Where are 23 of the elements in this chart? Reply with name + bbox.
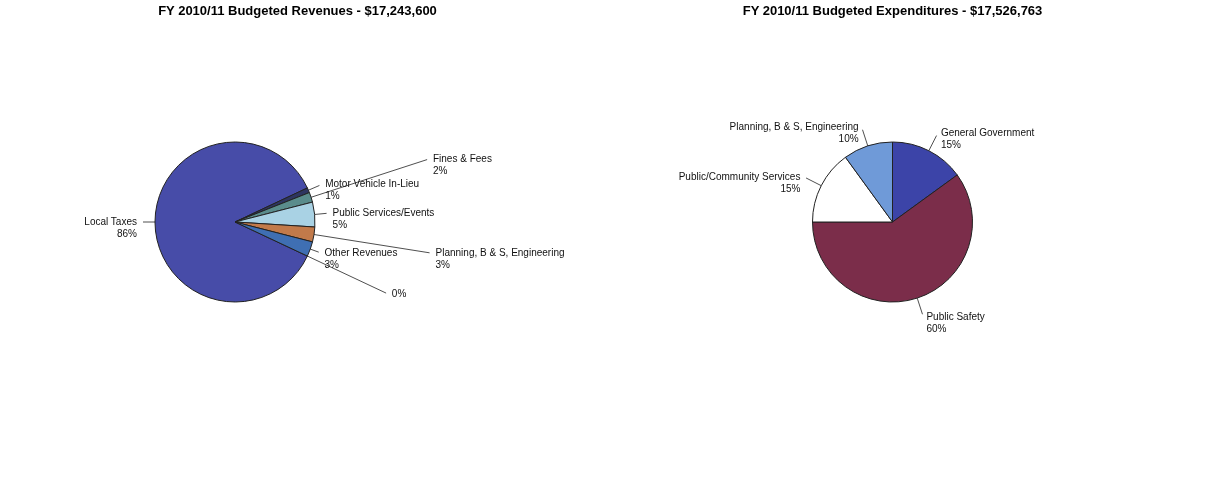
- data-label: 3%: [324, 259, 340, 271]
- slice-label: Local Taxes: [84, 216, 137, 227]
- slice-label: Motor Vehicle In-Lieu: [325, 178, 420, 190]
- data-label: 5%: [332, 219, 348, 231]
- slice-label: Public/Community Services: [678, 170, 801, 182]
- slice-label: Planning, B & S, Engineering: [729, 120, 859, 132]
- data-label: 60%: [926, 323, 947, 335]
- slice-label: General Government: [940, 126, 1035, 138]
- slice-label: Public Services/Events: [332, 207, 435, 219]
- data-label: 3%: [435, 259, 451, 271]
- slice-label: Fines & Fees: [432, 152, 492, 164]
- data-label: 15%: [780, 182, 801, 194]
- data-label: 86%: [116, 228, 138, 239]
- data-label: 2%: [432, 164, 448, 176]
- data-label: 10%: [838, 132, 859, 144]
- chart-title: FY 2010/11 Budgeted Expenditures - $17,526,763: [742, 3, 1043, 18]
- chart-title: FY 2010/11 Budgeted Revenues - $17,243,600: [158, 3, 437, 18]
- data-label: 1%: [325, 190, 340, 202]
- data-label: 15%: [940, 138, 962, 150]
- slice-label: Planning, B & S, Engineering: [435, 247, 565, 259]
- slice-label: Public Safety: [926, 311, 985, 323]
- text: 0%: [391, 288, 407, 300]
- slice-label: Other Revenues: [324, 247, 398, 259]
